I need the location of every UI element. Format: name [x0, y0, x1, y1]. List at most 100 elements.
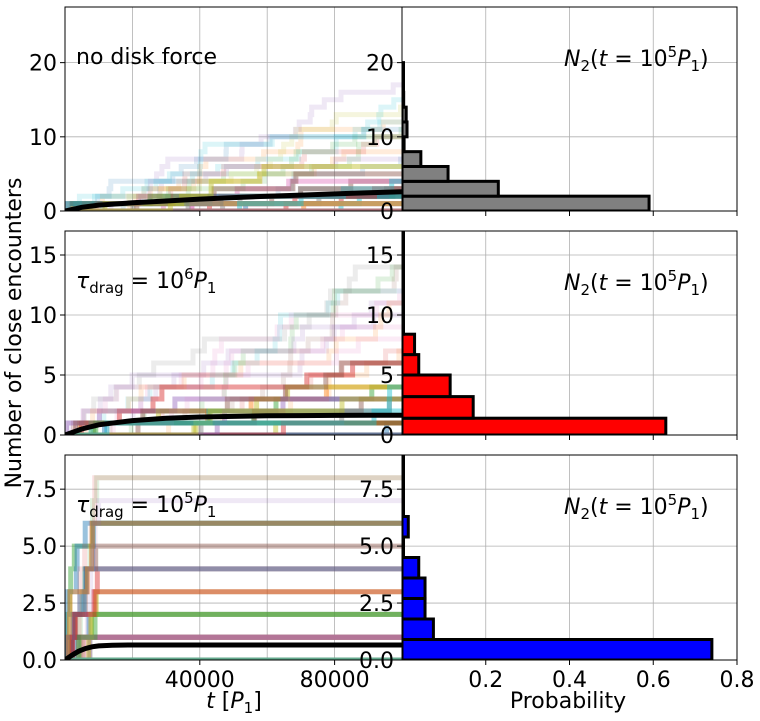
- trajectory-line: [65, 634, 402, 660]
- y-tick-label: 5: [43, 364, 57, 389]
- bottom-right-annotation: N2(t = 105P1): [564, 491, 709, 523]
- trajectory-line: [65, 193, 402, 211]
- histogram-bar: [402, 373, 452, 399]
- top-right-annotation: N2(t = 105P1): [564, 43, 709, 75]
- histogram-bar: [402, 105, 408, 124]
- histogram-bar: [402, 164, 450, 183]
- y-tick-label: 0: [43, 200, 57, 225]
- histogram-bars: [402, 231, 668, 435]
- y-tick-label: 10: [366, 126, 394, 151]
- x-ticks: [199, 211, 336, 216]
- y-tick-label: 7.5: [359, 478, 394, 503]
- y-tick-label: 2.5: [22, 592, 57, 617]
- trajectory-line: [65, 408, 402, 435]
- trajectory-line: [65, 634, 402, 660]
- panel-middle-right: 0 5 10 15 N2(t = 105P1): [366, 230, 738, 449]
- trajectory-line: [65, 520, 402, 660]
- trajectory-line: [65, 126, 402, 211]
- y-tick-label: 5.0: [22, 535, 57, 560]
- x-tick-label: 80000: [300, 668, 370, 693]
- trajectory-line: [65, 264, 402, 435]
- trajectory-line: [65, 520, 402, 660]
- histogram-bar: [402, 353, 421, 377]
- trajectory-line: [65, 164, 402, 211]
- trajectory-line: [65, 82, 402, 211]
- trajectory-line: [65, 126, 402, 211]
- trajectory-line: [65, 420, 402, 435]
- trajectory-line: [65, 300, 402, 435]
- y-tick-label: 15: [29, 244, 57, 269]
- trajectory-line: [65, 97, 402, 211]
- y-tick-label: 0.0: [22, 649, 57, 674]
- trajectory-line: [65, 201, 402, 211]
- panel-top-right: 0 10 20 N2(t = 105P1): [366, 6, 738, 225]
- mean-curve-line: [65, 642, 402, 660]
- trajectory-line: [65, 475, 402, 660]
- svg-text:t [P1]: t [P1]: [206, 689, 262, 717]
- panel-bottom-left: 0.0 2.5 5.0 7.5 40000 80000 τdrag = 105P1: [22, 454, 403, 693]
- grid: [65, 231, 402, 436]
- y-tick-label: 0: [43, 424, 57, 449]
- y-ticks: 0.0 2.5 5.0 7.5: [359, 478, 402, 674]
- trajectory-line: [65, 264, 402, 435]
- y-ticks: 0.0 2.5 5.0 7.5: [22, 478, 65, 674]
- histogram-bar: [402, 556, 421, 580]
- panel-top-left: 0 10 20 no disk force: [29, 6, 403, 225]
- trajectory-line: [65, 634, 402, 660]
- histogram-bars: [402, 61, 651, 211]
- panel-bottom-right: 0.0 2.5 5.0 7.5 0.2 0.4 0.6 0.8 N2(t = 105P1): [359, 454, 755, 693]
- y-ticks: 0 10 20: [366, 52, 402, 225]
- trajectory-line: [65, 201, 402, 211]
- trajectory-line: [65, 360, 402, 435]
- axes-frame: [64, 454, 403, 661]
- bottom-left-annotation: τdrag = 105P1: [76, 489, 216, 521]
- x-tick-label: 40000: [165, 668, 235, 693]
- trajectory-line: [65, 634, 402, 660]
- trajectory-line: [65, 300, 402, 435]
- figure-ylabel: Number of close encounters: [2, 178, 27, 489]
- trajectory-line: [65, 186, 402, 211]
- y-tick-label: 10: [29, 304, 57, 329]
- x-ticks: [485, 211, 738, 216]
- x-tick-label: 0.2: [468, 668, 503, 693]
- y-tick-label: 2.5: [359, 592, 394, 617]
- histogram-bar: [402, 194, 651, 211]
- y-ticks: 0 5 10 15: [366, 244, 402, 449]
- trajectory-line: [65, 520, 402, 660]
- histogram-bar: [402, 416, 668, 435]
- y-ticks: 0 10 20: [29, 52, 65, 225]
- y-tick-label: 7.5: [22, 478, 57, 503]
- trajectory-line: [65, 420, 402, 435]
- histogram-bar: [402, 61, 405, 79]
- trajectory-line: [65, 634, 402, 660]
- y-tick-label: 15: [366, 244, 394, 269]
- x-ticks: 40000 80000: [165, 660, 370, 693]
- figure-xlabel-right: Probability: [510, 689, 626, 714]
- x-tick-label: 0.6: [636, 668, 671, 693]
- x-ticks: [199, 435, 336, 440]
- trajectory-line: [65, 611, 402, 660]
- y-tick-label: 10: [366, 304, 394, 329]
- y-tick-label: 5: [380, 364, 394, 389]
- trajectory-line: [65, 193, 402, 211]
- y-tick-label: 0: [380, 200, 394, 225]
- grid: [65, 455, 402, 661]
- histogram-bar: [402, 231, 405, 250]
- panel-middle-left: 0 5 10 15 τdrag = 106P1: [29, 230, 403, 449]
- trajectory-line: [65, 611, 402, 660]
- y-tick-label: 5.0: [359, 535, 394, 560]
- trajectory-line: [65, 201, 402, 211]
- y-tick-label: 10: [29, 126, 57, 151]
- trajectory-line: [65, 498, 402, 660]
- histogram-bar: [402, 150, 423, 168]
- histogram-bar: [402, 120, 409, 139]
- middle-left-annotation: τdrag = 106P1: [76, 265, 216, 297]
- trajectory-line: [65, 566, 402, 660]
- trajectory-line: [65, 104, 402, 211]
- trajectory-line: [65, 589, 402, 660]
- mean-curve-line: [65, 412, 402, 435]
- histogram-bar: [402, 515, 410, 539]
- trajectory-line: [65, 336, 402, 435]
- trajectory-line: [65, 420, 402, 435]
